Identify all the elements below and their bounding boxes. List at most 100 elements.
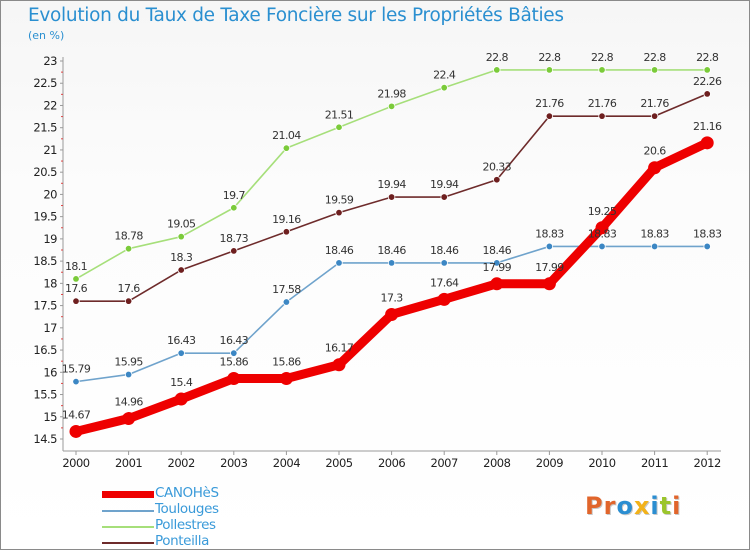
- data-label: 18.83: [588, 227, 617, 240]
- data-label: 18.46: [483, 244, 512, 257]
- data-point: [440, 83, 448, 92]
- data-point: [595, 221, 609, 235]
- data-point: [542, 277, 556, 291]
- data-label: 17.3: [381, 291, 404, 304]
- legend-label: Toulouges: [155, 501, 219, 517]
- data-label: 19.25: [588, 205, 617, 218]
- data-label: 19.94: [377, 178, 406, 191]
- data-point: [332, 358, 346, 372]
- y-tick-label: 19.5: [33, 210, 57, 224]
- y-tick-label: 23: [43, 54, 57, 68]
- data-point: [72, 377, 80, 386]
- data-label: 21.76: [588, 97, 617, 110]
- legend-swatch: [102, 542, 154, 544]
- data-point: [387, 259, 396, 267]
- data-label: 18.83: [693, 227, 722, 240]
- data-label: 19.16: [272, 213, 301, 226]
- y-tick-label: 14.5: [33, 432, 57, 446]
- data-label: 17.99: [483, 261, 512, 274]
- data-point: [385, 307, 399, 321]
- proxiti-logo: Proxiti: [585, 492, 682, 520]
- legend-item: CANOHèS: [102, 485, 322, 502]
- data-label: 22.8: [591, 51, 614, 64]
- data-label: 22.4: [433, 69, 456, 82]
- data-label: 21.76: [535, 97, 564, 110]
- legend-label: Pollestres: [155, 517, 216, 533]
- data-label: 17.99: [535, 261, 564, 274]
- data-point: [72, 275, 80, 283]
- data-label: 16.17: [325, 342, 354, 355]
- y-tick-label: 20.5: [33, 165, 57, 179]
- data-point: [122, 412, 136, 426]
- data-label: 18.78: [114, 230, 143, 243]
- data-label: 17.58: [272, 283, 301, 296]
- data-label: 15.86: [220, 356, 249, 369]
- data-point: [440, 259, 448, 267]
- data-label: 22.8: [644, 51, 667, 64]
- x-tick-label: 2000: [62, 456, 89, 470]
- data-label: 19.05: [167, 218, 196, 231]
- data-point: [124, 244, 133, 253]
- data-point: [598, 66, 606, 74]
- data-point: [174, 392, 188, 406]
- legend-label: CANOHèS: [155, 485, 219, 501]
- data-point: [177, 349, 185, 357]
- data-point: [177, 266, 185, 274]
- legend-label: Ponteilla: [155, 533, 209, 549]
- data-point: [493, 176, 501, 184]
- data-label: 17.64: [430, 276, 459, 289]
- x-tick-label: 2007: [431, 456, 458, 470]
- data-point: [545, 242, 554, 251]
- y-tick-label: 17.5: [33, 299, 57, 313]
- legend-swatch: [102, 510, 154, 512]
- y-tick-label: 21.5: [33, 121, 57, 135]
- data-point: [700, 136, 714, 150]
- data-label: 22.8: [486, 51, 509, 64]
- data-point: [124, 370, 133, 379]
- data-label: 15.79: [62, 363, 91, 376]
- legend: CANOHèS Toulouges Pollestres Ponteilla: [102, 485, 322, 550]
- y-tick-label: 17: [43, 321, 57, 335]
- data-label: 15.86: [272, 356, 301, 369]
- y-tick-label: 22.5: [33, 76, 57, 90]
- x-tick-label: 2003: [220, 456, 247, 470]
- data-point: [650, 112, 659, 120]
- data-point: [598, 242, 606, 251]
- data-point: [230, 247, 238, 255]
- legend-swatch: [102, 526, 154, 528]
- y-tick-label: 22: [43, 98, 57, 112]
- x-tick-label: 2001: [115, 456, 142, 470]
- data-label: 17.6: [118, 282, 141, 295]
- data-label: 21.76: [640, 97, 669, 110]
- y-tick-label: 21: [43, 143, 57, 157]
- y-tick-label: 20: [43, 187, 57, 201]
- data-point: [437, 292, 451, 306]
- data-point: [703, 66, 711, 74]
- x-tick-label: 2002: [168, 456, 195, 470]
- y-tick-label: 18: [43, 276, 57, 290]
- data-label: 21.51: [325, 108, 354, 121]
- y-tick-label: 15.5: [33, 388, 57, 402]
- data-label: 15.4: [170, 376, 193, 389]
- x-tick-label: 2009: [536, 456, 563, 470]
- data-point: [598, 112, 606, 120]
- data-point: [279, 372, 293, 386]
- data-point: [648, 161, 662, 175]
- legend-item: Toulouges: [102, 501, 322, 518]
- data-label: 21.98: [377, 87, 406, 100]
- data-label: 18.1: [65, 260, 87, 273]
- data-point: [230, 204, 238, 212]
- data-point: [335, 123, 343, 131]
- legend-item: Ponteilla: [102, 533, 322, 550]
- data-label: 19.94: [430, 178, 459, 191]
- data-label: 15.95: [114, 356, 143, 369]
- legend-item: Pollestres: [102, 517, 322, 534]
- x-tick-label: 2012: [694, 456, 721, 470]
- data-point: [440, 193, 448, 201]
- data-label: 18.3: [170, 251, 193, 264]
- data-point: [490, 277, 504, 291]
- data-label: 22.8: [696, 51, 719, 64]
- y-tick-label: 16: [43, 365, 57, 379]
- data-point: [230, 349, 238, 357]
